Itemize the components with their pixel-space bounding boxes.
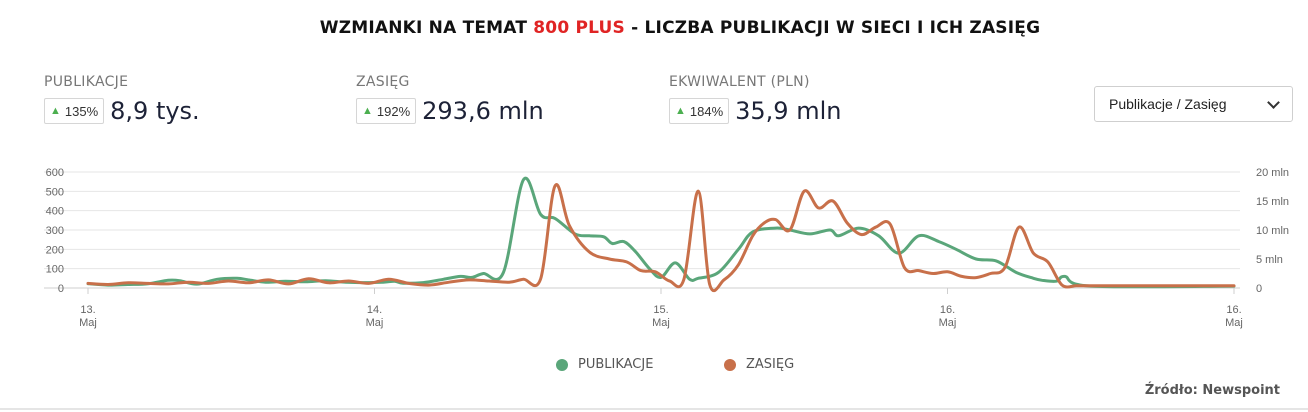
change-value: 135% — [64, 103, 99, 119]
select-value: Publikacje / Zasięg — [1109, 96, 1227, 112]
legend-dot — [724, 358, 736, 371]
x-tick-label: 15. — [653, 304, 668, 316]
x-tick-label: 14. — [367, 304, 382, 316]
legend-item-publikacje[interactable]: PUBLIKACJE — [556, 357, 653, 372]
x-tick-label: Maj — [939, 317, 957, 329]
triangle-up-icon: ▲ — [675, 105, 686, 117]
chart-title: WZMIANKI NA TEMAT 800 PLUS - LICZBA PUBL… — [0, 18, 1308, 38]
y-left-tick-label: 0 — [58, 283, 64, 295]
y-left-tick-label: 200 — [46, 244, 64, 256]
kpi-label: PUBLIKACJE — [44, 74, 129, 90]
x-tick-label: Maj — [652, 317, 670, 329]
y-right-tick-label: 0 — [1256, 283, 1262, 295]
x-tick-label: Maj — [366, 317, 384, 329]
title-part2: - LICZBA PUBLIKACJI W SIECI I ICH ZASIĘG — [625, 18, 1041, 38]
line-chart: 0 100 200 300 400 500 600 0 5 mln 10 mln 15 mln 20 … — [44, 167, 1289, 329]
legend-label: ZASIĘG — [746, 357, 795, 372]
kpi-publikacje: PUBLIKACJE ▲ 135% 8,9 tys. — [44, 74, 200, 125]
y-right-tick-label: 15 mln — [1256, 196, 1289, 208]
change-badge: ▲ 184% — [669, 98, 730, 124]
title-highlight: 800 PLUS — [533, 18, 626, 38]
legend-dot — [556, 358, 568, 371]
y-right-tick-label: 10 mln — [1256, 225, 1289, 237]
legend-item-zasieg[interactable]: ZASIĘG — [724, 357, 794, 372]
triangle-up-icon: ▲ — [362, 105, 373, 117]
series-line-publikacje — [86, 176, 1236, 289]
title-part1: WZMIANKI NA TEMAT — [319, 18, 534, 38]
x-tick-label: 16. — [1226, 304, 1241, 316]
x-tick-label: 16. — [940, 304, 955, 316]
change-value: 184% — [689, 103, 724, 119]
y-left-tick-label: 500 — [46, 186, 64, 198]
kpi-value: 35,9 mln — [735, 97, 842, 125]
series-line-zasieg — [86, 183, 1236, 292]
source-note: Źródło: Newspoint — [1144, 383, 1280, 398]
change-value: 192% — [376, 103, 411, 119]
kpi-zasieg: ZASIĘG ▲ 192% 293,6 mln — [356, 74, 544, 125]
y-right-tick-label: 20 mln — [1256, 167, 1289, 179]
y-left-tick-label: 300 — [46, 225, 64, 237]
change-badge: ▲ 192% — [356, 98, 417, 124]
kpi-ekwiwalent: EKWIWALENT (PLN) ▲ 184% 35,9 mln — [669, 74, 841, 125]
x-tick-label: 13. — [80, 304, 95, 316]
y-right-tick-label: 5 mln — [1256, 254, 1283, 266]
kpi-value: 293,6 mln — [422, 97, 544, 125]
triangle-up-icon: ▲ — [50, 105, 61, 117]
divider — [0, 408, 1308, 410]
kpi-label: ZASIĘG — [356, 74, 410, 90]
legend-label: PUBLIKACJE — [578, 357, 654, 372]
change-badge: ▲ 135% — [44, 98, 105, 124]
kpi-label: EKWIWALENT (PLN) — [669, 74, 810, 90]
y-left-tick-label: 100 — [46, 264, 64, 276]
kpi-value: 8,9 tys. — [110, 97, 200, 125]
x-tick-label: Maj — [79, 317, 97, 329]
x-tick-label: Maj — [1225, 317, 1243, 329]
chart-mode-select[interactable]: Publikacje / Zasięg — [1094, 86, 1293, 122]
chevron-down-icon — [1267, 95, 1280, 109]
y-left-tick-label: 600 — [46, 167, 64, 179]
y-left-tick-label: 400 — [46, 206, 64, 218]
